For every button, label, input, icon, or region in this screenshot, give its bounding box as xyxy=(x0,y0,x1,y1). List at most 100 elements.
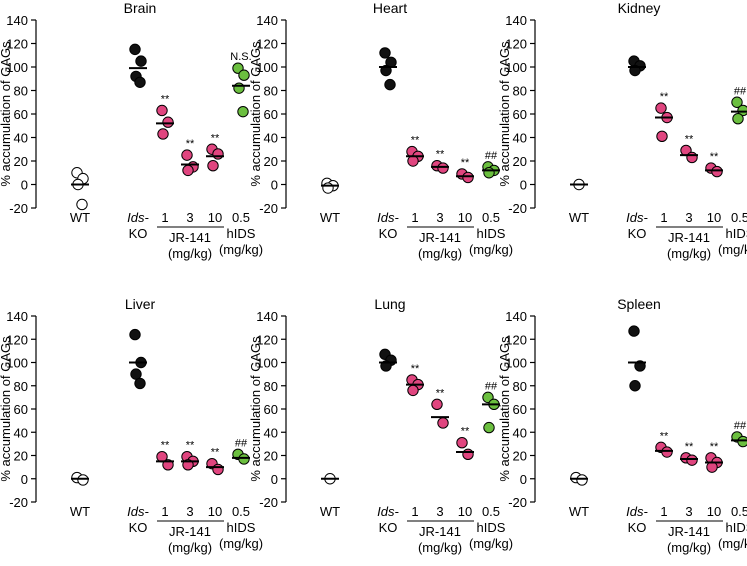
y-tick-label: 120 xyxy=(6,332,28,347)
y-tick-label: 100 xyxy=(6,60,28,75)
x-label-dose-hids: 0.5 xyxy=(482,210,500,225)
y-tick-label: 120 xyxy=(256,37,278,52)
data-point-jr_1 xyxy=(407,384,419,397)
significance-label-jr_10: ** xyxy=(710,151,719,163)
data-point-jr_1 xyxy=(157,128,169,140)
data-point-jr_3 xyxy=(437,162,449,174)
y-tick-label: 40 xyxy=(513,425,527,440)
data-point-jr_1 xyxy=(655,102,667,114)
x-label-dose-3: 3 xyxy=(685,504,692,519)
y-tick-label: -20 xyxy=(259,495,278,510)
data-point-jr_3 xyxy=(181,149,193,161)
y-tick-label: 40 xyxy=(14,131,28,146)
y-tick-label: 140 xyxy=(505,13,527,28)
x-label-dose-hids: 0.5 xyxy=(482,504,500,519)
data-point-jr_10 xyxy=(207,160,219,172)
y-tick-label: 40 xyxy=(513,131,527,146)
significance-label-jr_1: ** xyxy=(411,135,420,147)
x-label-jr141-unit: (mg/kg) xyxy=(168,540,212,555)
x-label-dose-10: 10 xyxy=(707,504,721,519)
data-point-ko xyxy=(135,55,147,67)
y-tick-label: 140 xyxy=(6,309,28,324)
y-tick-label: -20 xyxy=(259,201,278,216)
x-label-jr141: JR-141 xyxy=(419,524,461,539)
x-label-dose-3: 3 xyxy=(685,210,692,225)
data-point-ko xyxy=(379,47,391,59)
data-point-ko xyxy=(129,328,141,341)
x-label-jr141: JR-141 xyxy=(169,230,211,245)
x-label-ko-line2: KO xyxy=(628,520,647,535)
x-label-hids-unit: (mg/kg) xyxy=(469,242,513,257)
y-tick-label: 20 xyxy=(264,449,278,464)
data-point-ko xyxy=(629,380,641,392)
x-label-dose-1: 1 xyxy=(161,210,168,225)
y-axis-title: % accumulation of GAGs xyxy=(497,336,512,482)
x-label-dose-3: 3 xyxy=(186,210,193,225)
y-tick-label: -20 xyxy=(508,495,527,510)
x-label-dose-1: 1 xyxy=(660,210,667,225)
significance-label-jr_10: ** xyxy=(461,426,470,438)
x-label-ko-line1: Ids- xyxy=(626,504,648,519)
y-tick-label: -20 xyxy=(9,201,28,216)
data-point-jr_10 xyxy=(711,165,723,178)
x-label-ko-line1: Ids- xyxy=(626,210,648,225)
significance-label-jr_1: ** xyxy=(161,440,170,452)
data-point-hids xyxy=(233,82,245,94)
data-point-ko xyxy=(628,325,640,337)
x-label-jr141-unit: (mg/kg) xyxy=(667,540,711,555)
y-tick-label: 20 xyxy=(14,449,28,464)
y-tick-label: 140 xyxy=(256,13,278,28)
data-point-jr_10 xyxy=(462,448,474,461)
data-point-ko xyxy=(134,377,146,390)
data-point-ko xyxy=(134,76,146,88)
significance-label-jr_3: ** xyxy=(436,387,445,399)
x-label-ko-line2: KO xyxy=(129,520,148,535)
y-tick-label: 120 xyxy=(256,332,278,347)
y-tick-label: 120 xyxy=(505,37,527,52)
y-tick-label: 100 xyxy=(256,60,278,75)
data-point-hids xyxy=(732,113,744,125)
y-tick-label: 80 xyxy=(14,379,28,394)
panel-title: Lung xyxy=(374,296,405,312)
data-point-wt xyxy=(322,182,334,194)
x-label-jr141: JR-141 xyxy=(419,230,461,245)
x-label-dose-1: 1 xyxy=(411,504,418,519)
y-tick-label: 40 xyxy=(14,425,28,440)
x-label-dose-10: 10 xyxy=(707,210,721,225)
y-tick-label: 60 xyxy=(14,402,28,417)
significance-label-jr_3: ** xyxy=(436,149,445,161)
y-tick-label: 60 xyxy=(513,402,527,417)
y-tick-label: 100 xyxy=(6,356,28,371)
y-axis-title: % accumulation of GAGs xyxy=(497,41,512,187)
y-tick-label: 100 xyxy=(505,356,527,371)
panel-title: Brain xyxy=(124,0,157,16)
data-point-hids xyxy=(238,453,250,465)
panel-kidney: Kidney -20 0 20 40 60 80 100 120 140 % accumulatio… xyxy=(497,0,747,261)
x-label-hids-unit: (mg/kg) xyxy=(718,536,747,551)
panel-lung: Lung -20 0 20 40 60 80 100 120 140 % accumulation … xyxy=(248,296,513,555)
y-axis-title: % accumulation of GAGs xyxy=(248,336,263,482)
data-point-wt xyxy=(76,198,88,211)
significance-label-jr_1: ** xyxy=(660,430,669,442)
data-point-jr_10 xyxy=(456,437,468,449)
significance-label-hids: ## xyxy=(235,437,248,449)
panel-title: Spleen xyxy=(617,296,661,312)
y-axis-title: % accumulation of GAGs xyxy=(248,41,263,187)
y-tick-label: 60 xyxy=(264,107,278,122)
significance-label-hids: ## xyxy=(734,420,747,432)
y-tick-label: 0 xyxy=(21,178,28,193)
data-point-jr_1 xyxy=(661,446,673,458)
y-tick-label: 80 xyxy=(264,84,278,99)
x-label-hids-unit: (mg/kg) xyxy=(219,536,263,551)
data-point-hids xyxy=(483,421,495,434)
x-label-dose-hids: 0.5 xyxy=(232,210,250,225)
x-label-dose-hids: 0.5 xyxy=(731,504,747,519)
significance-label-jr_3: ** xyxy=(685,441,694,453)
data-point-jr_3 xyxy=(686,454,698,466)
y-tick-label: 40 xyxy=(264,131,278,146)
data-point-wt xyxy=(77,474,89,486)
x-label-dose-10: 10 xyxy=(208,504,222,519)
significance-label-jr_10: ** xyxy=(211,447,220,459)
x-label-jr141-unit: (mg/kg) xyxy=(667,246,711,261)
y-tick-label: 60 xyxy=(14,107,28,122)
